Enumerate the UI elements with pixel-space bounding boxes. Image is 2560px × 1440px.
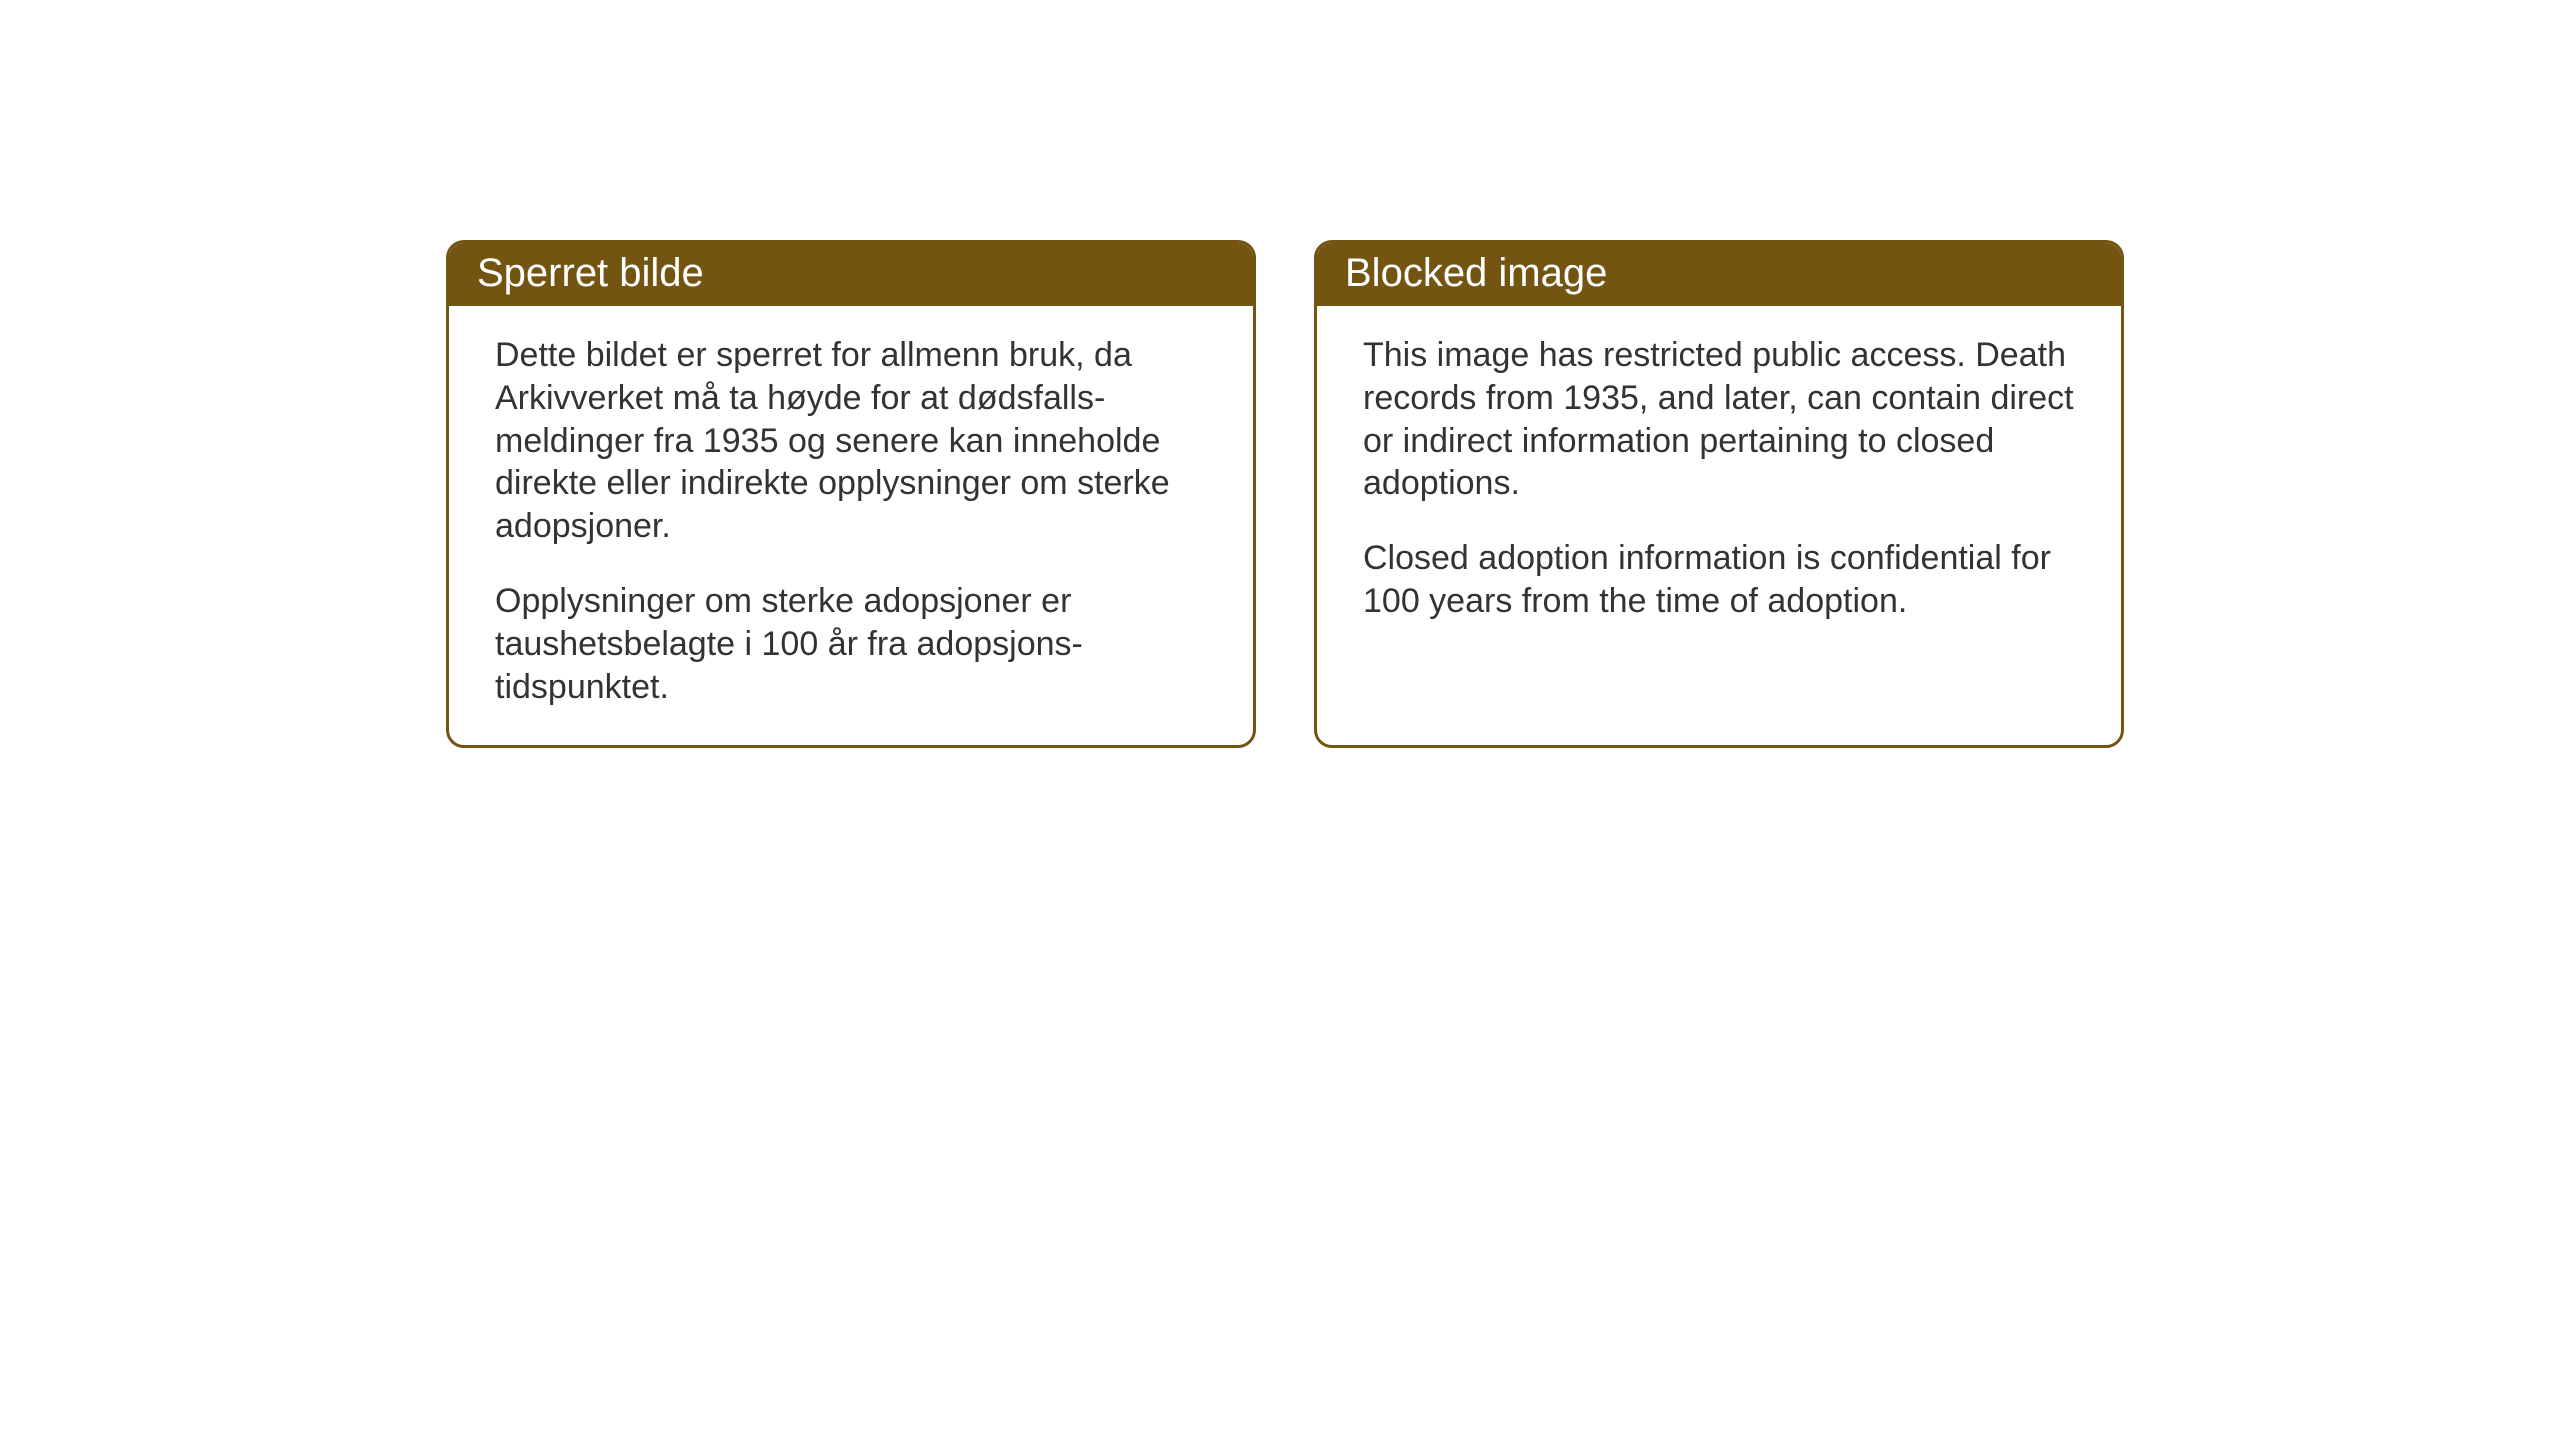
paragraph-2-norwegian: Opplysninger om sterke adopsjoner er tau… [495,580,1213,708]
card-english: Blocked image This image has restricted … [1314,240,2124,748]
paragraph-2-english: Closed adoption information is confident… [1363,537,2081,623]
paragraph-1-english: This image has restricted public access.… [1363,334,2081,505]
cards-container: Sperret bilde Dette bildet er sperret fo… [446,240,2124,748]
card-body-english: This image has restricted public access.… [1317,306,2121,716]
card-header-english: Blocked image [1317,243,2121,306]
card-norwegian: Sperret bilde Dette bildet er sperret fo… [446,240,1256,748]
card-body-norwegian: Dette bildet er sperret for allmenn bruk… [449,306,1253,745]
card-header-norwegian: Sperret bilde [449,243,1253,306]
paragraph-1-norwegian: Dette bildet er sperret for allmenn bruk… [495,334,1213,548]
